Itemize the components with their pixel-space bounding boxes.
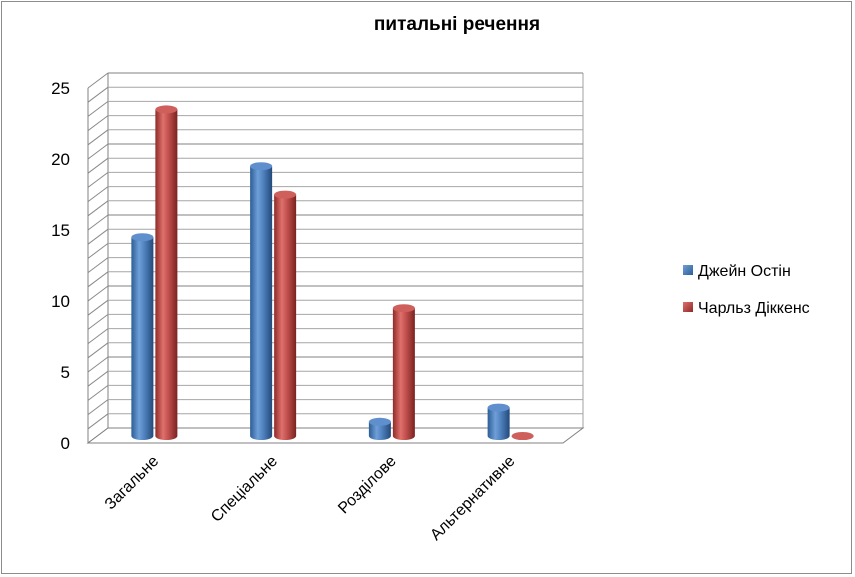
bar-charles-dickens (511, 432, 534, 440)
side-wall-gridline (87, 72, 109, 89)
bar-body (274, 194, 297, 440)
bar-cap (250, 162, 273, 171)
side-wall-gridline (87, 101, 109, 117)
side-wall-gridline (87, 413, 109, 430)
side-wall-gridline (87, 271, 109, 288)
bar-jane-austen (250, 162, 273, 440)
legend-label-jane-austen: Джейн Остін (698, 263, 791, 280)
bar-jane-austen (131, 233, 154, 440)
side-wall-gridline (87, 299, 109, 316)
side-wall-gridline (87, 186, 109, 203)
side-wall-gridline (87, 86, 109, 103)
x-axis-labels: Загальне Спеціальне Розділове Альтернативне (102, 453, 519, 544)
side-wall-gridline (87, 285, 109, 302)
y-axis-ticks: 0 5 10 15 20 25 (51, 79, 70, 453)
bar-body (250, 166, 273, 440)
side-wall-gridline (87, 342, 109, 359)
x-tick-label: Спеціальне (208, 453, 281, 526)
x-tick-label: Загальне (102, 453, 162, 513)
y-tick-label: 5 (61, 363, 70, 382)
legend-swatch-jane-austen (683, 265, 693, 275)
side-wall-gridline (87, 157, 109, 174)
bar-cap (511, 432, 534, 440)
legend: Джейн Остін Чарльз Діккенс (683, 263, 810, 317)
bar-jane-austen (487, 403, 510, 440)
bars-layer (131, 105, 534, 441)
grid-layer (86, 72, 585, 444)
bar-cap (368, 417, 391, 426)
side-wall-gridline (87, 143, 109, 160)
side-wall-gridline (87, 356, 109, 373)
y-tick-label: 20 (51, 150, 70, 169)
bar-cap (392, 304, 415, 313)
legend-label-charles-dickens: Чарльз Діккенс (698, 300, 810, 317)
bar-body (368, 421, 391, 440)
side-wall-gridline (87, 370, 109, 387)
side-wall-gridline (87, 384, 109, 401)
side-wall-gridline (87, 228, 109, 245)
x-tick-label: Розділове (335, 453, 400, 518)
bar-charles-dickens (155, 105, 178, 441)
side-wall-gridline (87, 328, 109, 345)
side-wall-gridline (87, 129, 109, 146)
bar-jane-austen (368, 417, 391, 440)
bar-cap (131, 233, 154, 242)
side-wall-gridline (87, 171, 109, 188)
side-wall-gridline (87, 200, 109, 217)
side-wall-gridline (87, 313, 109, 330)
bar-body (487, 407, 510, 440)
x-tick-label: Альтернативне (427, 453, 518, 544)
bar-body (155, 109, 178, 441)
bar-body (392, 308, 415, 440)
bar-charles-dickens (392, 304, 415, 440)
side-wall-gridline (87, 399, 109, 416)
y-tick-label: 0 (61, 434, 70, 453)
bar-cap (274, 190, 297, 199)
bar-cap (487, 403, 510, 412)
legend-swatch-charles-dickens (683, 302, 693, 312)
y-tick-label: 15 (51, 221, 70, 240)
side-wall-gridline (87, 242, 109, 259)
chart-title: питальні речення (374, 14, 540, 35)
chart-floor (86, 427, 585, 444)
side-wall-gridline (87, 214, 109, 231)
bar-body (131, 237, 154, 440)
y-tick-label: 10 (51, 292, 70, 311)
side-wall-gridline (87, 257, 109, 274)
y-tick-label: 25 (51, 79, 70, 98)
side-wall-gridline (87, 115, 109, 132)
bar-charles-dickens (274, 190, 297, 440)
bar-cap (155, 105, 178, 114)
